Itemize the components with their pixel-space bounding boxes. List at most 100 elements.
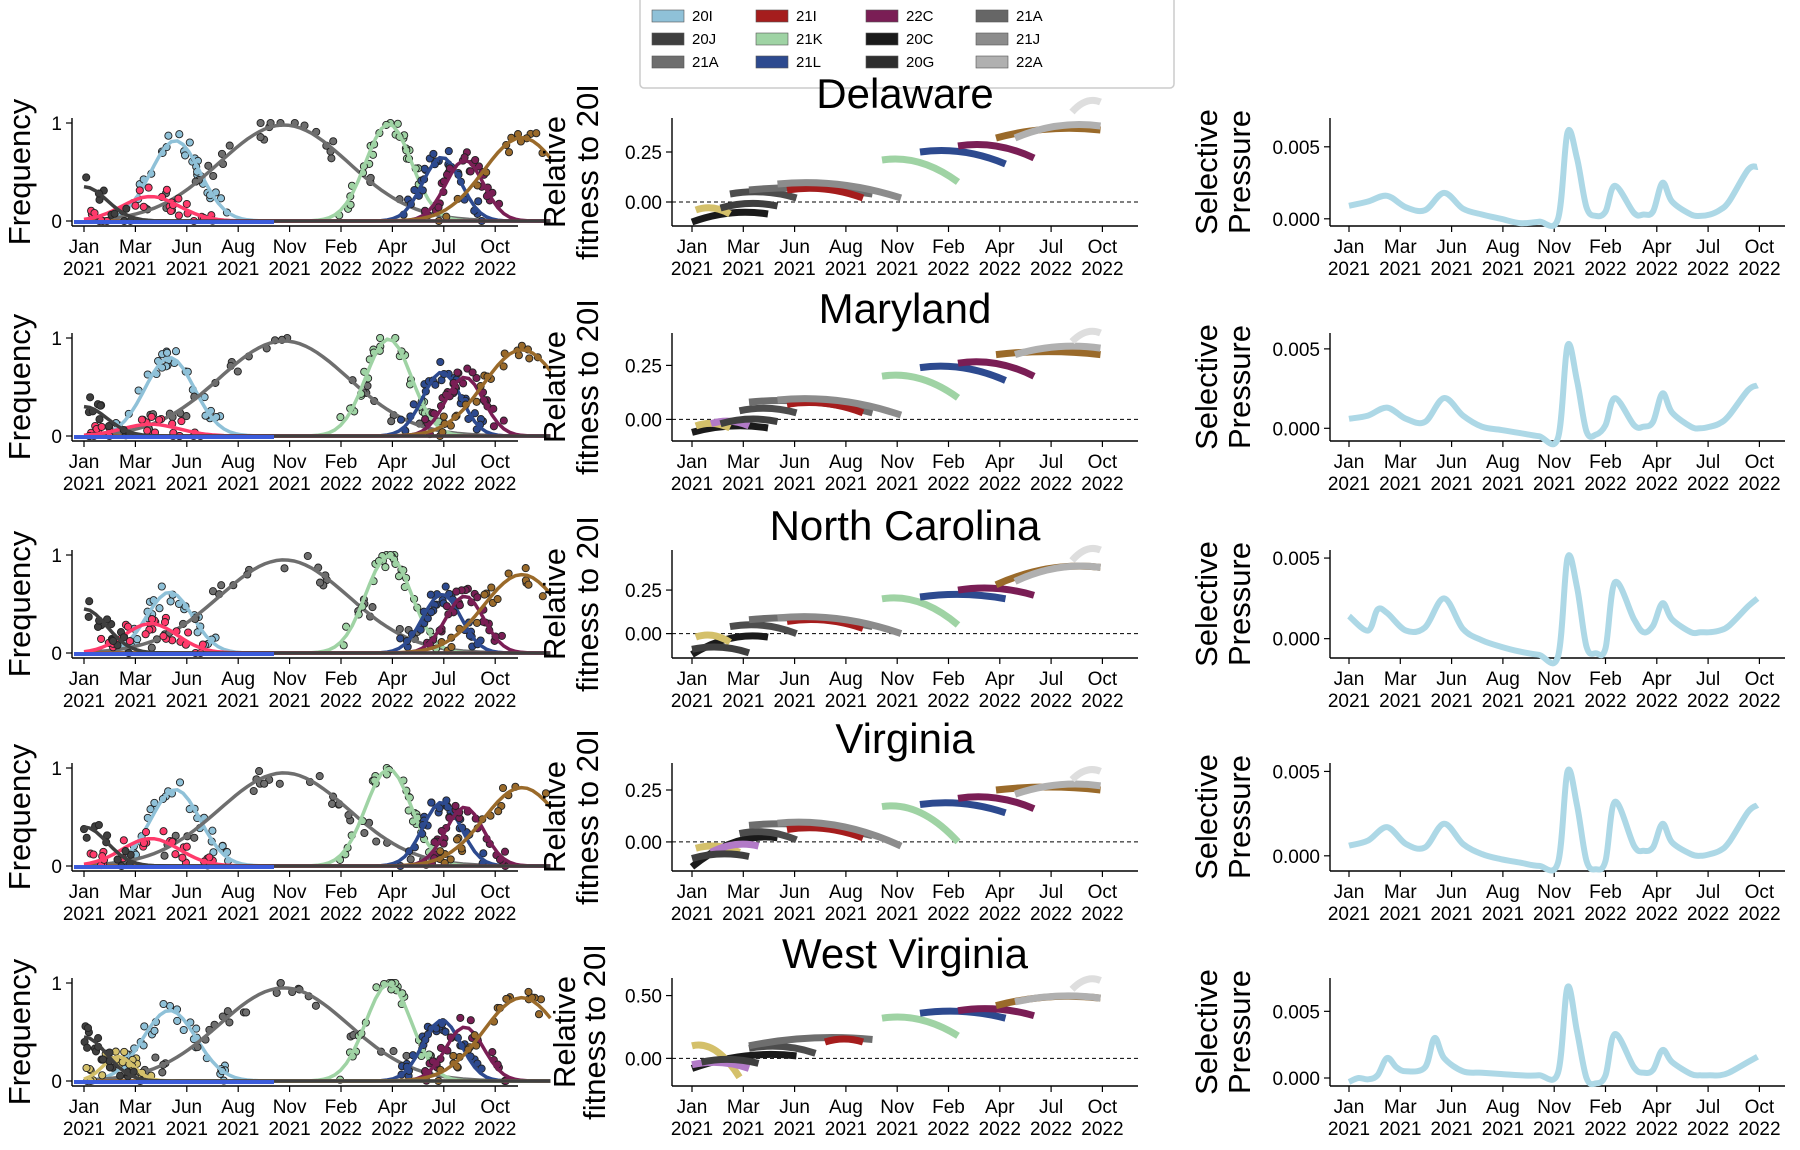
frequency-point — [160, 851, 169, 860]
x-tick-year: 2022 — [1030, 474, 1072, 495]
x-tick-month: Jul — [1696, 237, 1720, 258]
x-tick-month: Apr — [985, 882, 1015, 903]
chart-title: Virginia — [835, 715, 975, 762]
x-tick-year: 2021 — [825, 1119, 867, 1140]
frequency-point — [98, 1071, 107, 1080]
x-tick-month: Aug — [829, 882, 863, 903]
y-tick-label: 0.005 — [1272, 1002, 1320, 1023]
frequency-point — [104, 422, 113, 431]
pressure-series-line — [1347, 552, 1760, 667]
legend-swatch — [755, 9, 789, 23]
x-tick-year: 2021 — [114, 474, 156, 495]
y-axis-label: fitness to 20I — [570, 729, 605, 905]
x-tick-year: 2021 — [1379, 904, 1421, 925]
x-tick-month: Oct — [480, 1097, 510, 1118]
x-tick-month: Mar — [727, 237, 760, 258]
y-axis-label: Pressure — [1222, 542, 1257, 666]
fitness-segment — [729, 621, 798, 637]
x-tick-year: 2022 — [1081, 474, 1123, 495]
x-tick-year: 2022 — [1636, 474, 1678, 495]
x-tick-month: Jul — [1039, 1097, 1063, 1118]
frequency-point — [159, 827, 168, 836]
legend-swatch — [975, 32, 1009, 46]
y-tick-label: 0.005 — [1272, 340, 1320, 361]
x-tick-year: 2022 — [927, 691, 969, 712]
x-tick-year: 2021 — [166, 1119, 208, 1140]
frequency-point — [534, 1010, 544, 1019]
x-tick-year: 2021 — [1379, 474, 1421, 495]
fitness-segment — [1013, 780, 1101, 798]
frequency-point — [171, 850, 180, 859]
legend-label: 22C — [906, 8, 934, 25]
x-tick-month: Mar — [1384, 237, 1417, 258]
y-axis-label: Selective — [1189, 754, 1224, 880]
x-tick-month: Aug — [221, 1097, 255, 1118]
legend-entry: 21C — [796, 0, 824, 2]
x-tick-year: 2022 — [1738, 259, 1780, 280]
frequency-point — [431, 380, 440, 389]
frequency-point — [446, 855, 455, 864]
y-axis-label: fitness to 20I — [570, 84, 605, 260]
x-tick-month: Jul — [1696, 669, 1720, 690]
x-tick-month: Nov — [880, 452, 914, 473]
x-tick-year: 2021 — [217, 1119, 259, 1140]
x-tick-year: 2021 — [1533, 1119, 1575, 1140]
x-tick-year: 2021 — [114, 1119, 156, 1140]
x-tick-month: Aug — [1486, 882, 1520, 903]
frequency-point — [160, 618, 170, 627]
x-tick-year: 2022 — [1584, 259, 1626, 280]
x-tick-month: Aug — [1486, 237, 1520, 258]
frequency-point — [441, 1027, 450, 1036]
frequency-point — [315, 578, 325, 587]
x-tick-month: Mar — [119, 882, 152, 903]
y-axis-label: Frequency — [2, 743, 37, 890]
frequency-point — [472, 397, 481, 406]
frequency-point — [541, 789, 550, 798]
frequency-point — [171, 347, 181, 356]
fitness-segment — [694, 631, 732, 646]
y-axis-label: fitness to 20I — [577, 944, 612, 1120]
x-tick-year: 2021 — [1328, 474, 1370, 495]
x-tick-year: 2021 — [1430, 259, 1472, 280]
x-tick-year: 2022 — [474, 691, 516, 712]
x-tick-year: 2021 — [671, 691, 713, 712]
legend-swatch — [651, 32, 685, 46]
x-tick-month: Jan — [1334, 669, 1365, 690]
frequency-point — [184, 628, 193, 637]
frequency-point — [451, 801, 460, 810]
frequency-point — [472, 373, 481, 383]
y-axis-label: Selective — [1189, 109, 1224, 235]
frequency-point — [409, 400, 418, 409]
x-tick-year: 2022 — [1738, 1119, 1780, 1140]
x-tick-month: Mar — [727, 882, 760, 903]
state-row: Virginia Jan2021Mar2021Jun2021Aug2021Nov2… — [2, 715, 1785, 925]
x-tick-year: 2021 — [1533, 904, 1575, 925]
x-tick-year: 2021 — [1430, 474, 1472, 495]
frequency-point — [135, 186, 144, 195]
legend-entry: 22C — [865, 8, 934, 25]
legend-entry: 21A — [651, 54, 719, 71]
y-axis-label: fitness to 20I — [570, 516, 605, 692]
frequency-panel: Jan2021Mar2021Jun2021Aug2021Nov2021Feb20… — [2, 743, 552, 925]
frequency-point — [162, 185, 171, 194]
legend-entry: 21J — [975, 31, 1040, 48]
x-tick-month: Aug — [829, 237, 863, 258]
x-tick-year: 2021 — [722, 691, 764, 712]
frequency-point — [360, 828, 369, 838]
legend-entry: 20J — [651, 31, 716, 48]
frequency-point — [139, 202, 148, 211]
frequency-point — [242, 1008, 251, 1017]
fitness-segment — [881, 802, 961, 845]
x-tick-year: 2021 — [825, 474, 867, 495]
x-tick-month: Oct — [1745, 669, 1775, 690]
y-tick-label: 0.000 — [1272, 419, 1320, 440]
legend-label: 22B — [906, 0, 933, 2]
chart-rows: DelawareJan2021Mar2021Jun2021Aug2021Nov2… — [2, 70, 1785, 1140]
pressure-panel: Jan2021Mar2021Jun2021Aug2021Nov2021Feb20… — [1189, 324, 1785, 495]
frequency-point — [473, 593, 482, 602]
fitness-segment — [729, 188, 798, 202]
x-tick-month: Feb — [1589, 237, 1622, 258]
y-axis-label: Frequency — [2, 958, 37, 1105]
x-tick-month: Jul — [432, 882, 456, 903]
legend-label: 20J — [692, 31, 716, 48]
